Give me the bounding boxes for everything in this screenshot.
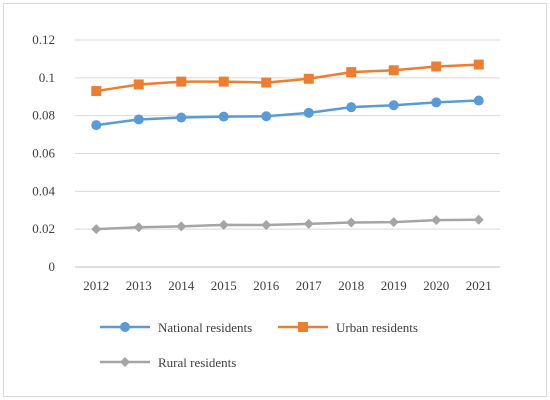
legend-label: National residents bbox=[158, 320, 252, 335]
data-point bbox=[473, 59, 484, 70]
legend-label: Urban residents bbox=[336, 320, 418, 335]
x-tick-label: 2017 bbox=[296, 278, 323, 293]
x-tick-label: 2020 bbox=[423, 278, 449, 293]
data-point bbox=[176, 221, 187, 232]
legend-marker bbox=[120, 357, 130, 367]
data-point bbox=[346, 102, 357, 113]
data-point bbox=[388, 100, 399, 111]
legend-marker bbox=[120, 322, 130, 332]
series-group bbox=[91, 59, 484, 235]
data-point bbox=[261, 111, 272, 122]
data-point bbox=[303, 73, 314, 84]
y-tick-label: 0.1 bbox=[39, 70, 55, 85]
data-point bbox=[176, 112, 187, 123]
series-line bbox=[96, 99, 479, 127]
data-point bbox=[388, 217, 399, 228]
data-point bbox=[91, 86, 102, 97]
data-point bbox=[91, 224, 102, 235]
data-point bbox=[473, 214, 484, 225]
x-axis: 2012 2013 2014 2015 2016 2017 2018 2019 2020 2021 bbox=[75, 266, 500, 293]
legend-label: Rural residents bbox=[158, 355, 236, 370]
data-point bbox=[261, 220, 272, 231]
y-tick-label: 0 bbox=[49, 259, 56, 274]
x-tick-label: 2021 bbox=[466, 278, 492, 293]
data-point bbox=[91, 120, 102, 131]
data-point bbox=[218, 76, 229, 87]
series-2 bbox=[91, 214, 484, 235]
data-point bbox=[218, 111, 229, 122]
y-axis-ticks: 0 0.02 0.04 0.06 0.08 0.1 0.12 bbox=[32, 32, 55, 274]
data-point bbox=[431, 97, 442, 108]
data-point bbox=[133, 114, 144, 125]
y-tick-label: 0.04 bbox=[32, 183, 55, 198]
series-line bbox=[96, 218, 479, 231]
x-tick-label: 2016 bbox=[253, 278, 280, 293]
y-tick-label: 0.02 bbox=[32, 221, 55, 236]
series-0 bbox=[91, 95, 484, 131]
y-tick-label: 0.12 bbox=[32, 32, 55, 47]
data-point bbox=[346, 67, 357, 78]
legend-item: Urban residents bbox=[278, 320, 418, 335]
legend-item: Rural residents bbox=[100, 355, 236, 370]
gridlines bbox=[75, 39, 500, 230]
data-point bbox=[303, 218, 314, 229]
data-point bbox=[303, 107, 314, 118]
series-line bbox=[96, 63, 479, 93]
x-tick-label: 2012 bbox=[83, 278, 109, 293]
legend-marker bbox=[298, 322, 308, 332]
legend: National residents Urban residents Rural r… bbox=[100, 320, 418, 370]
y-tick-label: 0.08 bbox=[32, 108, 55, 123]
x-tick-label: 2013 bbox=[126, 278, 152, 293]
x-tick-label: 2014 bbox=[168, 278, 195, 293]
data-point bbox=[133, 222, 144, 233]
y-tick-label: 0.06 bbox=[32, 146, 55, 161]
chart-frame bbox=[3, 3, 547, 397]
series-1 bbox=[91, 59, 484, 97]
x-tick-label: 2018 bbox=[338, 278, 364, 293]
data-point bbox=[431, 215, 442, 226]
data-point bbox=[176, 76, 187, 87]
data-point bbox=[218, 219, 229, 230]
data-point bbox=[431, 61, 442, 72]
legend-item: National residents bbox=[100, 320, 252, 335]
x-tick-label: 2015 bbox=[211, 278, 237, 293]
data-point bbox=[388, 65, 399, 76]
x-tick-label: 2019 bbox=[381, 278, 407, 293]
data-point bbox=[473, 95, 484, 106]
data-point bbox=[346, 217, 357, 228]
data-point bbox=[133, 79, 144, 90]
data-point bbox=[261, 77, 272, 88]
